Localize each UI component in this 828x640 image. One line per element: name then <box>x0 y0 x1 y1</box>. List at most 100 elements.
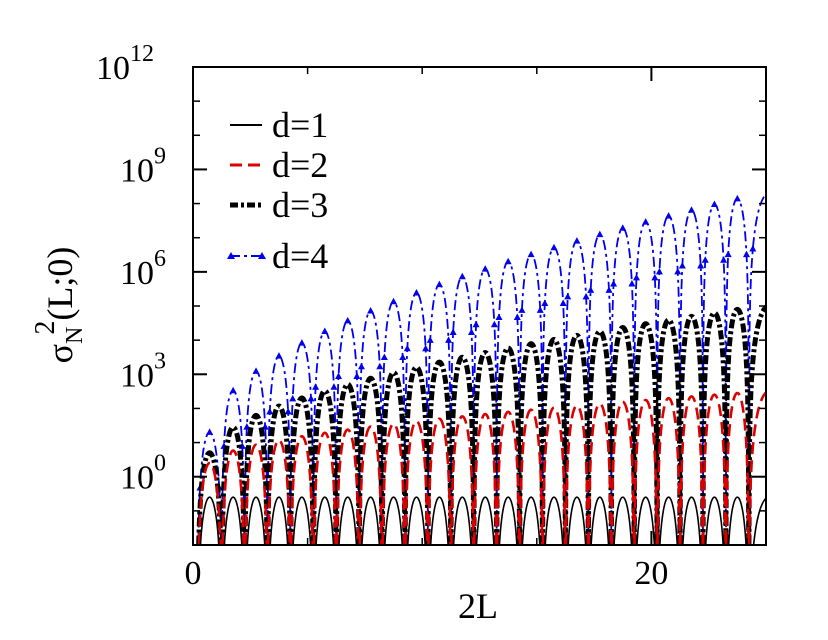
series-marker-d4 <box>412 288 420 296</box>
series-marker-d4 <box>573 237 581 244</box>
legend-label-d1: d=1 <box>272 105 328 145</box>
series-marker-d4 <box>206 428 214 435</box>
series-marker-d4 <box>610 280 618 287</box>
series-line-d1 <box>199 496 766 545</box>
svg-text:σN2(L;0): σN2(L;0) <box>30 247 88 364</box>
series-marker-d4 <box>266 407 274 415</box>
series-marker-d4 <box>655 267 663 275</box>
series-marker-d4 <box>701 256 709 263</box>
series-marker-d4 <box>289 394 297 402</box>
series-marker-d4 <box>275 352 283 359</box>
series-marker-d4 <box>321 327 329 334</box>
y-tick-label: 106 <box>120 246 166 292</box>
series-marker-d4 <box>312 383 320 390</box>
series-marker-d4 <box>445 336 453 343</box>
series-marker-d4 <box>403 344 411 352</box>
legend-marker-d4 <box>227 252 235 259</box>
series-marker-d4 <box>587 286 595 293</box>
y-tick-exponent: 0 <box>154 451 166 477</box>
series-marker-d4 <box>710 200 718 207</box>
y-axis-title: σN2(L;0) <box>30 247 88 364</box>
series-marker-d4 <box>298 339 306 346</box>
series-marker-d4 <box>467 328 475 335</box>
series-marker-d4 <box>651 273 659 281</box>
y-tick-exponent: 9 <box>154 143 166 169</box>
series-marker-d4 <box>449 328 457 335</box>
series-marker-d4 <box>513 313 521 320</box>
series-marker-d4 <box>550 243 558 251</box>
series-marker-d4 <box>628 280 636 287</box>
y-tick-label: 103 <box>120 348 166 394</box>
series-marker-d4 <box>435 280 443 288</box>
ticks-layer: 100 103 106 109 1012 0 20 <box>96 41 767 592</box>
series-marker-d4 <box>564 292 572 300</box>
series-marker-d4 <box>749 245 757 252</box>
series-marker-d4 <box>504 257 512 265</box>
series-marker-d4 <box>619 224 627 231</box>
series-marker-d4 <box>665 212 673 219</box>
series-marker-d4 <box>559 299 567 306</box>
legend-label-d4: d=4 <box>272 236 328 276</box>
legend: d=1 d=2 d=3 d=4 <box>227 105 328 276</box>
plot-frame <box>192 66 767 546</box>
series-marker-d4 <box>720 256 728 263</box>
series-marker-d4 <box>642 218 650 225</box>
series-marker-d4 <box>733 194 741 202</box>
y-axis-title-base: σ <box>40 344 80 363</box>
series-marker-d4 <box>472 320 480 328</box>
series-marker-d4 <box>367 306 375 314</box>
series-marker-d4 <box>357 362 365 370</box>
series-marker-d4 <box>380 353 388 360</box>
series-marker-d4 <box>518 306 526 313</box>
series-marker-d4 <box>390 297 398 305</box>
series-marker-d4 <box>284 407 292 415</box>
y-tick-exponent: 3 <box>154 348 166 374</box>
legend-item-d3: d=3 <box>230 185 328 225</box>
legend-label-d2: d=2 <box>272 145 328 185</box>
series-marker-d4 <box>376 362 384 370</box>
series-marker-d4 <box>743 250 751 258</box>
series-marker-d4 <box>399 353 407 360</box>
series-marker-d4 <box>335 372 343 380</box>
series-marker-d4 <box>426 336 434 343</box>
series-marker-d4 <box>481 265 489 272</box>
series-marker-d4 <box>252 367 260 374</box>
series-marker-d4 <box>633 273 641 281</box>
series-marker-d4 <box>307 394 315 402</box>
y-tick-label: 1012 <box>96 41 154 87</box>
series-marker-d4 <box>458 272 466 280</box>
y-axis-title-sup: 2 <box>30 321 61 335</box>
series-marker-d4 <box>724 250 732 258</box>
y-tick-exponent: 6 <box>154 246 166 272</box>
series-marker-d4 <box>536 306 544 313</box>
legend-label-d3: d=3 <box>272 185 328 225</box>
series-marker-d4 <box>605 286 613 293</box>
y-tick-label: 109 <box>120 143 166 189</box>
series-layer <box>196 193 766 545</box>
series-marker-d4 <box>541 299 549 306</box>
series-marker-d4 <box>353 372 361 380</box>
legend-item-d4: d=4 <box>227 236 328 276</box>
series-marker-d4 <box>422 344 430 352</box>
series-line-d3 <box>196 304 766 545</box>
series-marker-d4 <box>495 313 503 320</box>
series-line-d2 <box>197 390 766 545</box>
y-tick-label: 100 <box>120 451 166 497</box>
series-marker-d4 <box>678 261 686 269</box>
y-axis-title-sub: N <box>62 327 88 344</box>
y-axis-title-rest: (L;0) <box>40 247 80 321</box>
series-marker-d4 <box>697 261 705 269</box>
series-marker-d4 <box>674 267 682 275</box>
series-marker-d4 <box>490 320 498 328</box>
series-marker-d4 <box>596 230 604 238</box>
series-marker-d4 <box>688 206 696 213</box>
series-marker-d4 <box>527 250 535 258</box>
legend-marker-d4 <box>258 252 266 259</box>
series-marker-d4 <box>229 386 237 394</box>
legend-item-d2: d=2 <box>230 145 328 185</box>
series-marker-d4 <box>582 292 590 300</box>
series-marker-d4 <box>344 316 352 324</box>
y-tick-exponent: 12 <box>130 41 154 67</box>
series-marker-d4 <box>330 383 338 390</box>
